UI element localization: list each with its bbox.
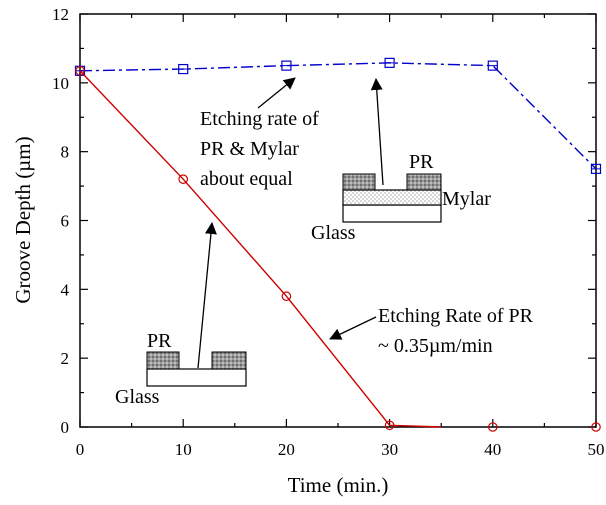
axis-tick-labels: 0 10 20 30 40 50 0 2 4 6 8 10 12 [52, 5, 605, 459]
glass-inset-glass [146, 368, 247, 387]
glass-inset-arrow [197, 222, 217, 369]
mylar-annotation-line-1: Etching rate of [200, 108, 319, 130]
series-1-point [384, 420, 395, 431]
pr-annotation-line-2: ~ 0.35µm/min [378, 335, 493, 357]
pr-annotation-line-1: Etching Rate of PR [378, 305, 534, 327]
mylar-inset-glass [342, 204, 442, 223]
glass-inset-glass-label: Glass [115, 386, 160, 408]
y-tick-label: 0 [61, 418, 70, 437]
x-tick-label: 0 [76, 440, 85, 459]
x-tick-label: 10 [175, 440, 192, 459]
series-1-point [487, 422, 498, 432]
mylar-inset-pr-right [406, 173, 442, 191]
series-1-point [75, 65, 85, 76]
mylar-annotation-line-2: PR & Mylar [200, 138, 299, 160]
pr-annotation-text: Etching Rate of PR ~ 0.35µm/min [378, 305, 538, 357]
x-axis-title: Time (min.) [288, 473, 389, 497]
series-1-line [79, 70, 442, 428]
glass-inset-pr-label: PR [147, 330, 172, 352]
glass-inset-pr-left [146, 351, 180, 370]
mylar-inset-pr-label: PR [409, 151, 434, 173]
mylar-inset-diagram: PR Mylar Glass [311, 151, 491, 244]
pr-annotation: Etching Rate of PR ~ 0.35µm/min PR Glass [115, 222, 538, 408]
x-tick-label: 30 [381, 440, 398, 459]
mylar-annotation: Etching rate of PR & Mylar about equal P… [200, 77, 491, 244]
mylar-inset-glass-label: Glass [311, 222, 356, 244]
data-series [74, 57, 602, 432]
series-1-point [591, 422, 601, 432]
y-tick-label: 4 [61, 280, 70, 299]
mylar-annotation-text: Etching rate of PR & Mylar about equal [200, 108, 324, 190]
mylar-annotation-arrow-2 [370, 78, 384, 186]
mylar-inset-mylar-label: Mylar [442, 188, 491, 210]
y-tick-label: 6 [61, 212, 70, 231]
x-tick-label: 20 [278, 440, 295, 459]
mylar-inset-pr-left [342, 173, 376, 191]
series-1-point [178, 174, 188, 184]
glass-inset-pr-right [211, 351, 247, 370]
x-tick-label: 40 [484, 440, 501, 459]
y-tick-label: 10 [52, 74, 69, 93]
y-tick-label: 8 [61, 143, 70, 162]
y-tick-label: 12 [52, 5, 69, 24]
y-axis-title: Groove Depth (µm) [11, 136, 35, 303]
mylar-annotation-arrow-1 [257, 77, 296, 109]
series-1-point [281, 291, 292, 302]
glass-inset-diagram: PR Glass [115, 330, 247, 408]
series-0-line [79, 62, 597, 170]
mylar-annotation-line-3: about equal [200, 168, 293, 190]
x-tick-label: 50 [588, 440, 605, 459]
pr-annotation-arrow [329, 316, 377, 340]
mylar-inset-mylar-layer [342, 189, 442, 206]
y-tick-label: 2 [61, 349, 70, 368]
